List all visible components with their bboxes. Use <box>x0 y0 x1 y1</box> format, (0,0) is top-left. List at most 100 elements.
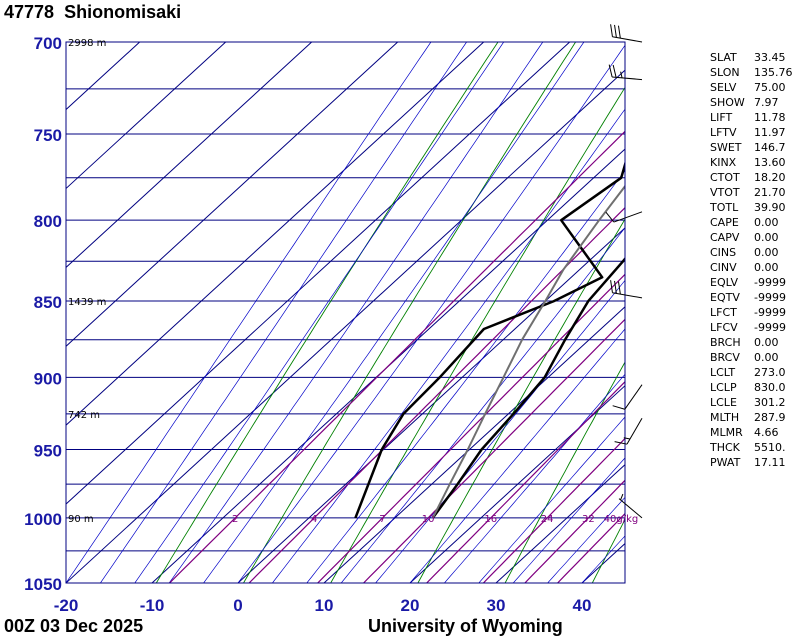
index-value: 135.76 <box>754 66 793 79</box>
index-value: 0.00 <box>754 351 779 364</box>
index-row: EQLV -9999 <box>710 275 800 290</box>
index-row: SELV 75.00 <box>710 80 800 95</box>
index-key: MLTH <box>710 411 740 424</box>
index-row: LCLP 830.0 <box>710 380 800 395</box>
index-row: BRCH 0.00 <box>710 335 800 350</box>
index-row: SWET 146.7 <box>710 140 800 155</box>
index-value: 0.00 <box>754 246 779 259</box>
index-key: PWAT <box>710 456 741 469</box>
index-value: 33.45 <box>754 51 786 64</box>
wind-barb-flag <box>617 25 621 39</box>
index-key: TOTL <box>710 201 739 214</box>
index-row: KINX 13.60 <box>710 155 800 170</box>
temperature-tick-label: 30 <box>487 596 506 615</box>
dewpoint-profile-line <box>354 160 625 519</box>
wind-barb <box>610 24 643 43</box>
index-row: LFTV 11.97 <box>710 125 800 140</box>
wind-barb-staff <box>626 417 643 445</box>
index-key: LIFT <box>710 111 733 124</box>
index-key: LFCV <box>710 321 738 334</box>
index-row: BRCV 0.00 <box>710 350 800 365</box>
height-label: 1439 m <box>68 297 106 308</box>
index-key: SHOW <box>710 96 745 109</box>
wind-barb-flag <box>614 280 617 294</box>
dry-adiabat-line <box>330 86 625 583</box>
moist-adiabat-line <box>306 169 625 583</box>
wind-barb-flag <box>605 211 615 223</box>
wind-barb-staff <box>612 292 643 299</box>
temperature-tick-label: 10 <box>315 596 334 615</box>
temperature-profile-line <box>431 256 625 519</box>
index-value: 39.90 <box>754 201 786 214</box>
index-value: 18.20 <box>754 171 786 184</box>
isotherm-line <box>66 42 227 190</box>
index-row: MLTH 287.9 <box>710 410 800 425</box>
index-row: CINV 0.00 <box>710 260 800 275</box>
pressure-tick-label: 700 <box>34 34 62 53</box>
temperature-tick-label: 0 <box>233 596 242 615</box>
mixing-ratio-label: 10 <box>422 514 435 525</box>
height-label: 742 m <box>68 410 100 421</box>
index-key: EQTV <box>710 291 740 304</box>
pressure-tick-label: 750 <box>34 126 62 145</box>
moist-adiabat-line <box>100 42 467 583</box>
index-value: 13.60 <box>754 156 786 169</box>
isotherm-line <box>495 463 625 583</box>
index-value: 301.2 <box>754 396 786 409</box>
pressure-tick-label: 900 <box>34 369 62 388</box>
wind-barb-half-flag <box>620 71 623 78</box>
moist-adiabat-line <box>66 42 432 583</box>
pressure-tick-label: 850 <box>34 293 62 312</box>
mixing-ratio-line <box>524 479 625 583</box>
index-row: LCLE 301.2 <box>710 395 800 410</box>
wind-barb-half-flag <box>620 493 624 501</box>
index-value: 7.97 <box>754 96 779 109</box>
mixing-ratio-label: 4 <box>311 514 317 525</box>
index-value: 0.00 <box>754 336 779 349</box>
station-name: Shionomisaki <box>64 2 182 22</box>
index-value: 0.00 <box>754 261 779 274</box>
index-key: CAPE <box>710 216 739 229</box>
wind-barb-flag <box>614 441 628 445</box>
time-label: 00Z 03 Dec 2025 <box>4 616 144 636</box>
index-row: MLMR 4.66 <box>710 425 800 440</box>
wind-barb-flag <box>610 280 613 293</box>
isotherm-line <box>66 42 313 269</box>
index-row: SLON 135.76 <box>710 65 800 80</box>
index-key: SLAT <box>710 51 737 64</box>
wind-barb-flag <box>612 64 617 78</box>
isotherm-line <box>0 42 54 583</box>
mixing-ratio-label: 2 <box>232 514 238 525</box>
wind-barb-staff <box>618 498 643 519</box>
index-key: BRCH <box>710 336 741 349</box>
index-row: CINS 0.00 <box>710 245 800 260</box>
mixing-ratio-label: 7 <box>379 514 385 525</box>
mixing-ratio-line <box>248 206 625 583</box>
temperature-tick-label: -10 <box>140 596 165 615</box>
moist-adiabat-line <box>203 42 585 583</box>
isotherm-line <box>409 385 625 583</box>
moist-adiabat-line <box>444 373 625 583</box>
pressure-tick-label: 800 <box>34 212 62 231</box>
index-row: THCK 5510. <box>710 440 800 455</box>
height-label: 90 m <box>68 514 94 525</box>
index-value: 146.7 <box>754 141 786 154</box>
wind-barb-half-flag <box>623 437 631 440</box>
index-value: 287.9 <box>754 411 786 424</box>
index-key: BRCV <box>710 351 740 364</box>
isotherm-line <box>151 148 625 583</box>
plot-frame <box>65 41 626 584</box>
index-row: PWAT 17.11 <box>710 455 800 470</box>
index-value: 0.00 <box>754 216 779 229</box>
moist-adiabat-line <box>340 227 625 583</box>
parcel-profile-line <box>431 184 625 519</box>
mixing-ratio-label: 24 <box>541 514 554 525</box>
wind-barb <box>610 280 643 299</box>
index-value: -9999 <box>754 306 786 319</box>
isotherm-line <box>66 42 141 111</box>
pressure-tick-label: 1000 <box>24 510 62 529</box>
wind-barb <box>618 493 643 519</box>
wind-barb-flag <box>608 64 613 78</box>
dry-adiabat-line <box>243 42 576 583</box>
index-key: SLON <box>710 66 740 79</box>
